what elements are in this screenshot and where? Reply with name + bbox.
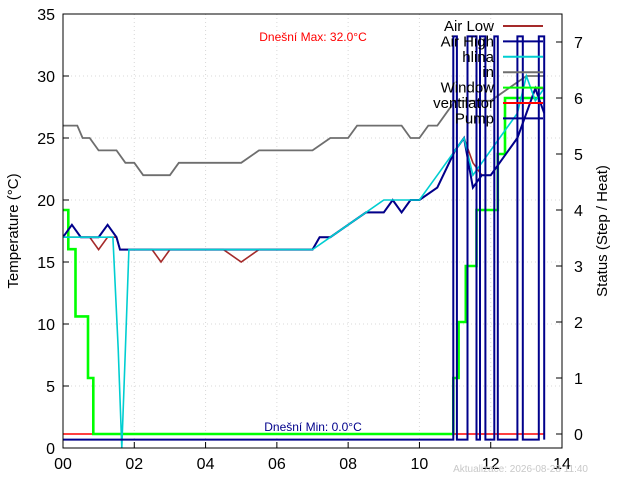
y2-tick-label: 2	[574, 315, 583, 332]
y2-tick-label: 6	[574, 91, 583, 108]
legend-label: hlina	[462, 49, 494, 66]
x-tick-label: 06	[268, 456, 286, 473]
y-tick-label: 30	[37, 69, 55, 86]
y-tick-label: 0	[46, 441, 55, 458]
x-tick-label: 12	[482, 456, 500, 473]
legend-label: Air Low	[444, 18, 494, 35]
series-line-in	[63, 75, 545, 177]
y-tick-label: 20	[37, 193, 55, 210]
x-tick-label: 08	[339, 456, 357, 473]
series-group	[63, 35, 546, 448]
legend-label: Air High	[441, 33, 494, 50]
y2-tick-label: 1	[574, 371, 583, 388]
legend-label: Window	[441, 80, 495, 97]
legend-label: in	[482, 64, 494, 81]
y2-tick-label: 7	[574, 35, 583, 52]
y-tick-label: 35	[37, 7, 55, 24]
y-tick-label: 25	[37, 131, 55, 148]
plot-area	[63, 14, 562, 448]
y2-tick-label: 3	[574, 259, 583, 276]
y2-tick-label: 4	[574, 203, 583, 220]
x-tick-label: 02	[125, 456, 143, 473]
series-line-window	[63, 96, 545, 436]
grid	[63, 14, 562, 448]
y2-tick-label: 5	[574, 147, 583, 164]
updated-timestamp: Aktualizace: 2026-08-28 11:40	[453, 464, 588, 475]
legend-label: ventilator	[433, 95, 494, 112]
y2-axis-label: Status (Step / Heat)	[594, 165, 611, 297]
legend-label: Pump	[455, 110, 494, 127]
plot-frame	[62, 13, 563, 449]
min-annotation: Dnešní Min: 0.0°C	[264, 420, 362, 434]
y-tick-label: 5	[46, 379, 55, 396]
y2-tick-label: 0	[574, 427, 583, 444]
x-tick-label: 00	[54, 456, 72, 473]
series-line-pump	[63, 35, 546, 441]
x-tick-label: 14	[553, 456, 571, 473]
y-tick-label: 10	[37, 317, 55, 334]
y-tick-label: 15	[37, 255, 55, 272]
x-tick-label: 04	[197, 456, 215, 473]
max-annotation: Dnešní Max: 32.0°C	[259, 30, 367, 44]
x-tick-label: 10	[411, 456, 429, 473]
y-axis-label: Temperature (°C)	[5, 173, 22, 288]
